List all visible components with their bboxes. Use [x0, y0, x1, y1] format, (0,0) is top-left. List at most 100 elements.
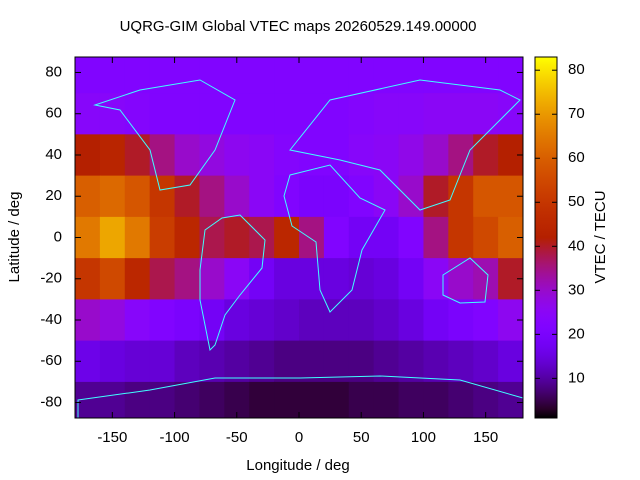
y-tick-label: -20	[40, 270, 62, 287]
coastline	[283, 164, 386, 313]
heatmap-cell	[348, 175, 375, 218]
heatmap-cell	[174, 93, 200, 135]
heatmap-cell	[174, 57, 200, 94]
heatmap-cell	[124, 93, 151, 135]
heatmap-cell	[249, 93, 275, 135]
y-axis-label: Latitude / deg	[6, 192, 23, 283]
heatmap-cell	[249, 381, 275, 418]
heatmap-cell	[124, 216, 151, 259]
colorbar-tick-label: 50	[568, 193, 585, 210]
heatmap-cell	[423, 175, 449, 218]
heatmap-cell	[249, 57, 275, 94]
heatmap-cell	[99, 175, 126, 218]
heatmap-cell	[199, 134, 225, 177]
heatmap-cell	[373, 299, 400, 342]
heatmap-cell	[149, 340, 176, 383]
heatmap-cell	[323, 216, 350, 259]
x-axis-label: Longitude / deg	[246, 457, 349, 474]
coastline	[77, 375, 523, 418]
heatmap-cell	[224, 216, 250, 259]
heatmap-cell	[373, 258, 400, 300]
heatmap-cell	[473, 299, 499, 342]
heatmap-cell	[448, 340, 474, 383]
heatmap-cell	[323, 299, 350, 342]
heatmap-cell	[99, 258, 126, 300]
y-tick-label: 20	[45, 187, 62, 204]
heatmap-cell	[299, 57, 325, 94]
heatmap-cell	[274, 93, 300, 135]
heatmap-cell	[99, 57, 126, 94]
heatmap-cell	[398, 381, 424, 418]
heatmap-cell	[224, 134, 250, 177]
x-tick-label: -100	[160, 429, 190, 446]
heatmap-cell	[149, 216, 176, 259]
heatmap-cell	[323, 381, 350, 418]
heatmap-cell	[373, 216, 400, 259]
heatmap-cell	[423, 216, 449, 259]
x-tick-label: 100	[411, 429, 436, 446]
heatmap-cell	[448, 258, 474, 300]
heatmap-cell	[99, 299, 126, 342]
heatmap-cell	[199, 93, 225, 135]
heatmap-cell	[124, 340, 151, 383]
heatmap-cell	[299, 175, 325, 218]
heatmap-cell	[199, 299, 225, 342]
heatmap-cell	[323, 134, 350, 177]
heatmap-cell	[149, 93, 176, 135]
heatmap-cell	[473, 216, 499, 259]
x-tick-label: -50	[226, 429, 248, 446]
heatmap-cell	[224, 57, 250, 94]
heatmap-cell	[473, 340, 499, 383]
heatmap-cell	[323, 175, 350, 218]
heatmap-cell	[149, 175, 176, 218]
heatmap-cell	[99, 93, 126, 135]
x-tick-label: -150	[97, 429, 127, 446]
heatmap-cell	[448, 93, 474, 135]
heatmap-cell	[224, 381, 250, 418]
heatmap-cell	[99, 216, 126, 259]
heatmap-cell	[398, 340, 424, 383]
heatmap	[75, 57, 523, 418]
y-tick-label: -40	[40, 311, 62, 328]
heatmap-cell	[448, 381, 474, 418]
y-tick-label: 0	[54, 228, 62, 245]
x-tick-label: 150	[473, 429, 498, 446]
heatmap-cell	[398, 216, 424, 259]
heatmap-cell	[149, 134, 176, 177]
heatmap-cell	[373, 381, 400, 418]
heatmap-cell	[448, 134, 474, 177]
colorbar	[534, 56, 558, 419]
colorbar-label: VTEC / TECU	[592, 190, 609, 283]
heatmap-cell	[423, 57, 449, 94]
heatmap-cell	[224, 175, 250, 218]
heatmap-cell	[473, 93, 499, 135]
heatmap-cell	[398, 258, 424, 300]
heatmap-cell	[174, 299, 200, 342]
coastline	[199, 214, 266, 352]
heatmap-cell	[398, 93, 424, 135]
heatmap-cell	[274, 57, 300, 94]
heatmap-cell	[249, 340, 275, 383]
y-tick-label: 80	[45, 63, 62, 80]
heatmap-cell	[124, 134, 151, 177]
heatmap-cell	[274, 340, 300, 383]
heatmap-cell	[423, 258, 449, 300]
heatmap-cell	[299, 340, 325, 383]
heatmap-cell	[299, 93, 325, 135]
heatmap-cell	[448, 216, 474, 259]
heatmap-cell	[348, 258, 375, 300]
heatmap-cell	[373, 340, 400, 383]
heatmap-cell	[75, 57, 101, 94]
heatmap-cell	[174, 216, 200, 259]
heatmap-cell	[174, 340, 200, 383]
heatmap-cell	[299, 216, 325, 259]
heatmap-cell	[448, 299, 474, 342]
heatmap-cell	[224, 258, 250, 300]
y-tick-label: 60	[45, 105, 62, 122]
heatmap-cell	[423, 340, 449, 383]
heatmap-cell	[348, 340, 375, 383]
colorbar-tick-label: 60	[568, 149, 585, 166]
heatmap-cell	[473, 175, 499, 218]
